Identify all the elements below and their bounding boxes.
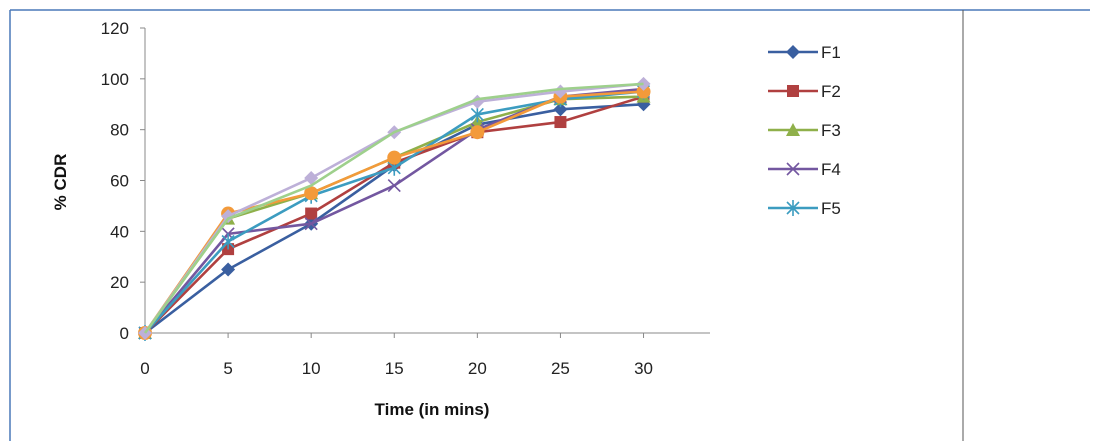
y-tick-label: 80 [110,121,129,140]
data-point [470,106,484,123]
data-point [305,207,318,220]
x-tick-label: 30 [634,359,653,378]
series-line [143,82,644,334]
legend-marker [786,45,800,59]
legend-item-f3: F3 [768,121,841,140]
data-point [221,262,236,277]
series-6 [138,84,651,340]
data-point [554,116,567,129]
data-point [304,170,319,185]
y-tick-label: 100 [101,70,129,89]
y-axis-title: % CDR [51,154,70,211]
series-line [143,82,644,334]
legend-item-f2: F2 [768,82,841,101]
legend-label: F4 [821,160,841,179]
data-point [553,102,568,117]
y-tick-label: 20 [110,273,129,292]
series-7 [138,76,651,340]
data-point [387,179,401,193]
x-tick-label: 20 [468,359,487,378]
data-point [304,217,318,231]
data-point [304,186,319,201]
legend-label: F5 [821,199,841,218]
x-tick-label: 0 [140,359,149,378]
x-tick-label: 15 [385,359,404,378]
legend-item-f1: F1 [768,43,841,62]
legend-marker [786,123,800,136]
series-5 [138,83,651,341]
legend-item-f5: F5 [768,199,841,218]
x-tick-label: 10 [302,359,321,378]
y-tick-label: 120 [101,19,129,38]
legend-label: F3 [821,121,841,140]
legend-marker [786,162,800,176]
legend: F1 F2 F3 F4 F5 [768,43,841,218]
data-point [470,125,485,140]
series-4 [138,82,651,340]
data-point [221,209,236,224]
x-axis-title: Time (in mins) [375,400,490,419]
x-tick-label: 25 [551,359,570,378]
y-tick-label: 60 [110,172,129,191]
legend-item-f4: F4 [768,160,841,179]
legend-label: F2 [821,82,841,101]
x-tick-label: 5 [223,359,232,378]
y-tick-label: 0 [120,324,129,343]
y-tick-label: 40 [110,222,129,241]
data-point [221,233,235,250]
legend-marker [786,200,800,216]
data-point [387,150,402,165]
legend-marker [787,85,799,97]
series-8 [143,82,644,334]
plot-area: 0 20 40 60 80 100 120 0 5 10 15 20 25 30 [101,19,710,378]
legend-label: F1 [821,43,841,62]
data-point [636,84,651,99]
